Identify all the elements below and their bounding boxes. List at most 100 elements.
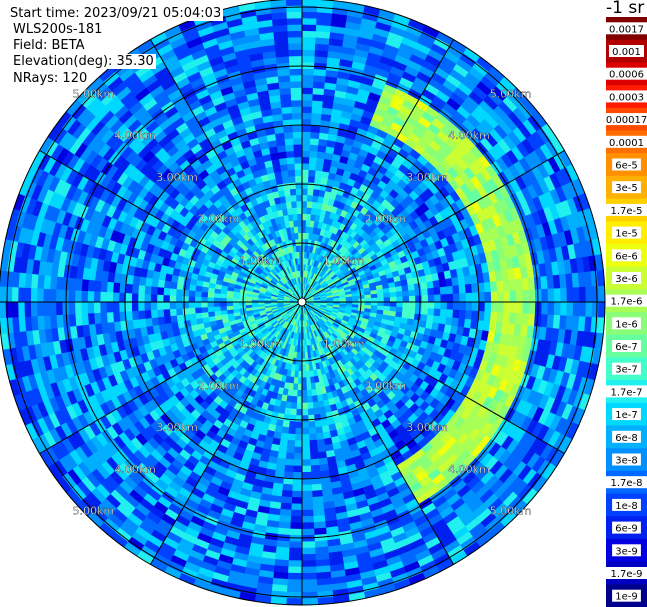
heatmap-cell: [294, 232, 300, 240]
heatmap-cell: [288, 55, 303, 63]
heatmap-cell: [291, 200, 298, 209]
heatmap-cell: [402, 306, 410, 314]
heatmap-cell: [112, 291, 120, 303]
heatmap-cell: [301, 364, 306, 372]
heatmap-cell: [49, 301, 57, 316]
heatmap-cell: [515, 312, 523, 326]
heatmap-cell: [289, 522, 303, 530]
heatmap-cell: [301, 112, 313, 120]
heatmap-cell: [301, 452, 311, 461]
heatmap-cell: [112, 281, 121, 293]
heatmap-cell: [297, 219, 303, 227]
heatmap-cell: [137, 284, 146, 295]
heatmap-cell: [181, 289, 190, 297]
heatmap-cell: [408, 307, 416, 315]
heatmap-cell: [294, 434, 303, 442]
heatmap-cell: [61, 289, 70, 303]
heatmap-cell: [295, 415, 303, 423]
heatmap-cell: [307, 408, 315, 416]
heatmap-cell: [483, 281, 492, 293]
heatmap-cell: [295, 408, 303, 416]
heatmap-cell: [301, 377, 307, 385]
heatmap-cell: [503, 290, 511, 303]
heatmap-cell: [294, 440, 303, 448]
heatmap-cell: [175, 295, 183, 303]
heatmap-cell: [99, 291, 107, 303]
heatmap-cell: [432, 315, 441, 325]
heatmap-cell: [61, 301, 70, 315]
heatmap-cell: [188, 289, 196, 297]
heatmap-cell: [55, 288, 63, 303]
heatmap-cell: [414, 307, 423, 315]
heatmap-cell: [301, 87, 314, 95]
heatmap-cell: [293, 219, 299, 228]
heatmap-cell: [383, 297, 391, 303]
heatmap-cell: [420, 314, 428, 323]
heatmap-cell: [434, 294, 442, 303]
heatmap-cell: [131, 292, 139, 303]
heatmap-cell: [74, 313, 83, 327]
heatmap-cell: [402, 301, 410, 308]
heatmap-cell: [301, 206, 308, 215]
heatmap-cell: [305, 376, 311, 385]
heatmap-cell: [291, 490, 303, 499]
heatmap-cell: [287, 433, 296, 442]
heatmap-cell: [125, 310, 133, 321]
heatmap-cell: [294, 169, 303, 177]
heatmap-cell: [301, 383, 307, 391]
heatmap-cell: [427, 294, 435, 303]
heatmap-cell: [284, 458, 295, 467]
heatmap-cell: [176, 314, 184, 323]
heatmap-cell: [420, 281, 428, 290]
heatmap-cell: [489, 281, 498, 293]
heatmap-cell: [162, 308, 171, 317]
heatmap-cell: [446, 301, 454, 311]
heatmap-cell: [313, 527, 327, 536]
heatmap-cell: [285, 144, 295, 152]
heatmap-cell: [291, 112, 303, 120]
heatmap-cell: [150, 309, 158, 319]
heatmap-cell: [150, 293, 158, 303]
heatmap-cell: [74, 301, 82, 315]
heatmap-cell: [314, 176, 323, 184]
heatmap-cell: [521, 313, 530, 327]
heatmap-cell: [309, 144, 319, 152]
heatmap-cell: [301, 42, 316, 51]
heatmap-cell: [497, 291, 505, 303]
heatmap-cell: [465, 301, 473, 312]
heatmap-cell: [278, 515, 292, 523]
heatmap-cell: [515, 278, 523, 292]
heatmap-cell: [301, 471, 312, 480]
heatmap-cell: [283, 188, 292, 197]
heatmap-cell: [407, 283, 416, 292]
heatmap-cell: [464, 310, 473, 321]
heatmap-cell: [313, 413, 322, 422]
heatmap-cell: [301, 370, 307, 379]
heatmap-cell: [162, 294, 170, 303]
heatmap-cell: [213, 301, 221, 307]
heatmap-cell: [42, 288, 51, 303]
heatmap-cell: [301, 74, 315, 82]
heatmap-cell: [301, 49, 316, 57]
heatmap-cell: [281, 176, 290, 184]
heatmap-cell: [471, 283, 479, 294]
heatmap-cell: [309, 452, 319, 460]
heatmap-cell: [541, 288, 549, 303]
heatmap-cell: [292, 213, 299, 221]
heatmap-cell: [508, 312, 517, 325]
heatmap-cell: [163, 279, 172, 289]
heatmap-cell: [502, 279, 511, 292]
heatmap-cell: [291, 484, 303, 492]
heatmap-cell: [440, 301, 448, 310]
heatmap-cell: [169, 301, 177, 310]
heatmap-cell: [312, 93, 325, 102]
heatmap-cell: [522, 289, 530, 303]
heatmap-cell: [292, 471, 303, 480]
heatmap-cell: [534, 301, 543, 315]
heatmap-cell: [484, 291, 492, 303]
heatmap-cell: [280, 496, 293, 505]
heatmap-cell: [143, 301, 152, 311]
heatmap-cell: [87, 301, 95, 314]
heatmap-cell: [301, 181, 309, 189]
heatmap-cell: [395, 291, 404, 298]
